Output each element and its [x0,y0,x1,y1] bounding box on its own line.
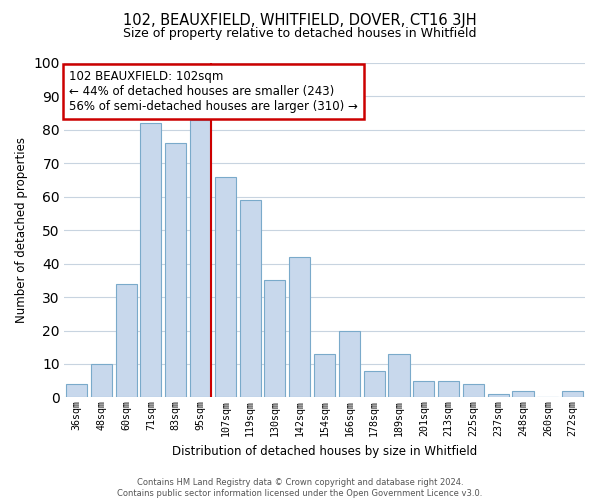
Bar [190,120,211,398]
Bar [314,354,335,398]
Bar [488,394,509,398]
Bar [165,144,186,398]
Bar [140,123,161,398]
Text: 102, BEAUXFIELD, WHITFIELD, DOVER, CT16 3JH: 102, BEAUXFIELD, WHITFIELD, DOVER, CT16 … [123,12,477,28]
Bar [413,380,434,398]
Bar [388,354,410,398]
Bar [91,364,112,398]
Bar [364,370,385,398]
Bar [116,284,137,398]
Bar [463,384,484,398]
Bar [215,176,236,398]
Bar [66,384,87,398]
Bar [339,330,360,398]
X-axis label: Distribution of detached houses by size in Whitfield: Distribution of detached houses by size … [172,444,477,458]
Bar [438,380,459,398]
Bar [562,390,583,398]
Y-axis label: Number of detached properties: Number of detached properties [15,137,28,323]
Bar [239,200,260,398]
Text: 102 BEAUXFIELD: 102sqm
← 44% of detached houses are smaller (243)
56% of semi-de: 102 BEAUXFIELD: 102sqm ← 44% of detached… [70,70,358,112]
Text: Contains HM Land Registry data © Crown copyright and database right 2024.
Contai: Contains HM Land Registry data © Crown c… [118,478,482,498]
Bar [289,257,310,398]
Bar [512,390,533,398]
Text: Size of property relative to detached houses in Whitfield: Size of property relative to detached ho… [123,28,477,40]
Bar [265,280,286,398]
